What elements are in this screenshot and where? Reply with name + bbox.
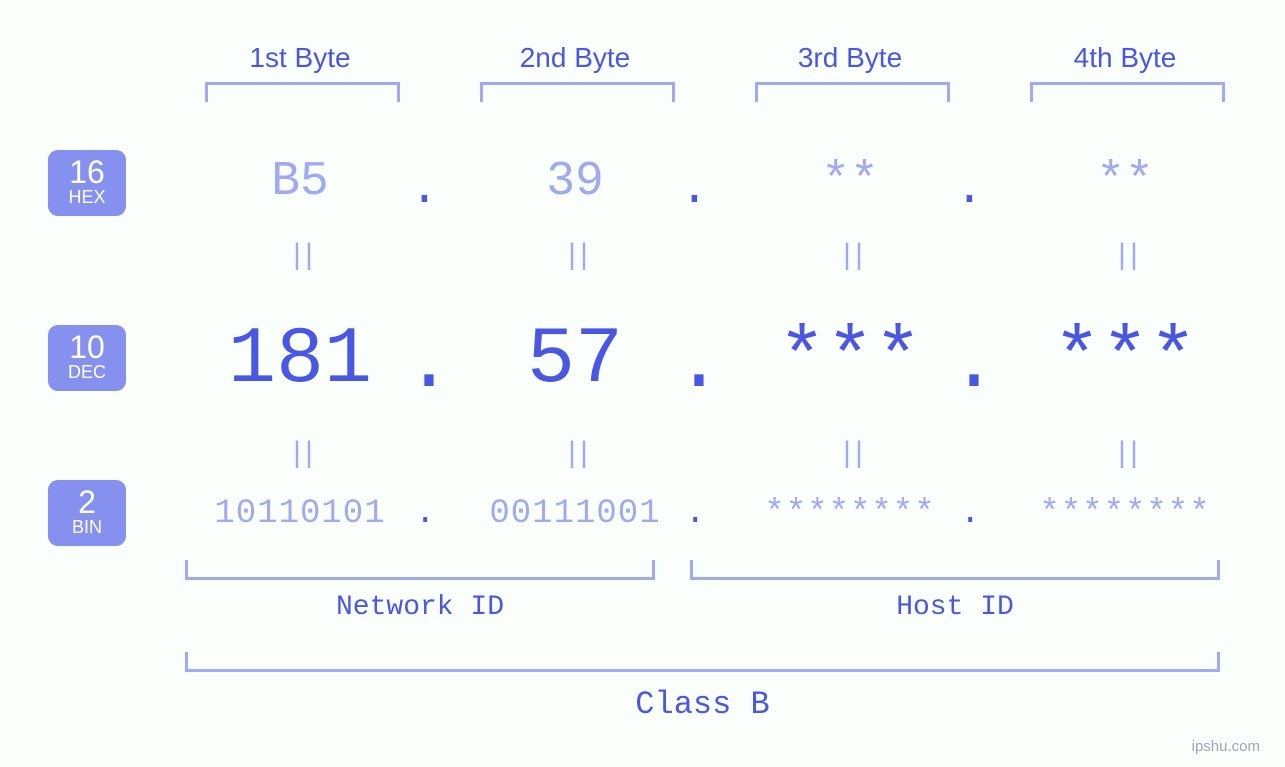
top-bracket-4 xyxy=(1030,82,1225,102)
hex-byte-1: B5 xyxy=(170,155,430,209)
class-label: Class B xyxy=(185,686,1220,723)
bin-dot-1: . xyxy=(415,495,435,533)
hex-byte-2: 39 xyxy=(445,155,705,209)
badge-bin-num: 2 xyxy=(48,486,126,518)
byte-header-2: 2nd Byte xyxy=(445,42,705,74)
bin-byte-4: ******** xyxy=(995,495,1255,533)
host-label: Host ID xyxy=(690,592,1220,623)
badge-dec-num: 10 xyxy=(48,331,126,363)
eq1-3: || xyxy=(720,240,980,274)
badge-dec: 10 DEC xyxy=(48,325,126,391)
byte-header-3: 3rd Byte xyxy=(720,42,980,74)
hex-dot-3: . xyxy=(955,163,984,217)
byte-header-4: 4th Byte xyxy=(995,42,1255,74)
hex-dot-2: . xyxy=(680,163,709,217)
top-bracket-2 xyxy=(480,82,675,102)
badge-bin: 2 BIN xyxy=(48,480,126,546)
top-bracket-1 xyxy=(205,82,400,102)
eq1-2: || xyxy=(445,240,705,274)
top-bracket-3 xyxy=(755,82,950,102)
dec-dot-2: . xyxy=(675,320,723,411)
eq2-1: || xyxy=(170,438,430,472)
byte-header-1: 1st Byte xyxy=(170,42,430,74)
bin-byte-1: 10110101 xyxy=(170,495,430,533)
bin-dot-3: . xyxy=(960,495,980,533)
badge-dec-lbl: DEC xyxy=(48,363,126,383)
class-bracket xyxy=(185,652,1220,672)
ip-diagram: 1st Byte 2nd Byte 3rd Byte 4th Byte 16 H… xyxy=(0,0,1285,767)
hex-byte-4: ** xyxy=(995,155,1255,209)
badge-hex: 16 HEX xyxy=(48,150,126,216)
dec-byte-4: *** xyxy=(995,315,1255,406)
dec-byte-3: *** xyxy=(720,315,980,406)
bin-byte-2: 00111001 xyxy=(445,495,705,533)
badge-bin-lbl: BIN xyxy=(48,518,126,538)
network-bracket xyxy=(185,560,655,580)
eq2-4: || xyxy=(995,438,1255,472)
watermark: ipshu.com xyxy=(1192,738,1260,755)
eq1-4: || xyxy=(995,240,1255,274)
eq2-3: || xyxy=(720,438,980,472)
host-bracket xyxy=(690,560,1220,580)
badge-hex-num: 16 xyxy=(48,156,126,188)
bin-byte-3: ******** xyxy=(720,495,980,533)
dec-byte-1: 181 xyxy=(170,315,430,406)
dec-byte-2: 57 xyxy=(445,315,705,406)
hex-byte-3: ** xyxy=(720,155,980,209)
dec-dot-3: . xyxy=(950,320,998,411)
eq1-1: || xyxy=(170,240,430,274)
hex-dot-1: . xyxy=(410,163,439,217)
eq2-2: || xyxy=(445,438,705,472)
network-label: Network ID xyxy=(185,592,655,623)
bin-dot-2: . xyxy=(685,495,705,533)
badge-hex-lbl: HEX xyxy=(48,188,126,208)
